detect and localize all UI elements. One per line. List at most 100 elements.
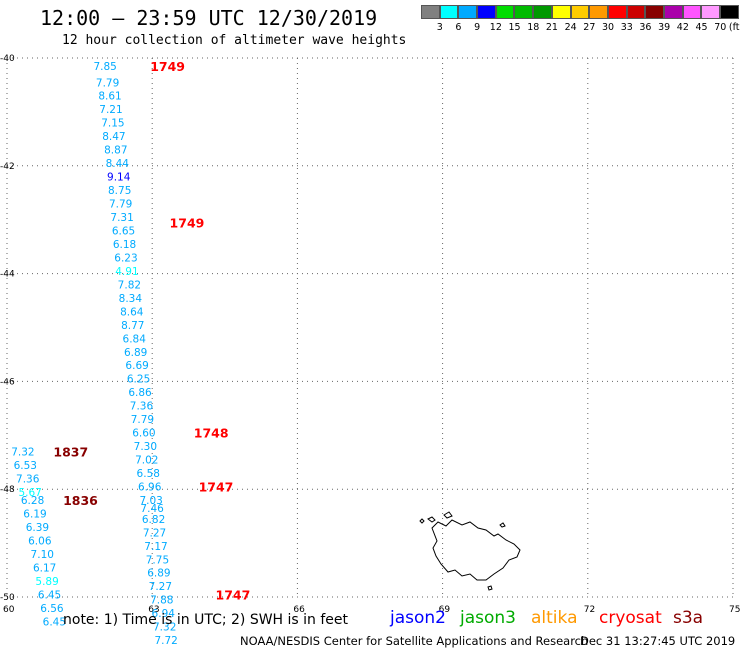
wave-height-value: 7.32 [11,446,34,458]
wave-height-value: 6.23 [114,252,137,264]
wave-height-value: 7.85 [93,61,116,73]
scale-label: 21 [545,22,558,33]
scale-label: 18 [527,22,540,33]
scale-swatch [720,5,739,19]
satellite-legend-item: cryosat [599,608,662,628]
lat-tick-label: -48 [0,485,15,495]
wave-height-value: 6.17 [33,562,56,574]
wave-height-value: 6.89 [124,347,147,359]
satellite-legend-item: jason2 [390,608,446,628]
wave-height-value: 8.44 [106,158,130,170]
scale-swatch [645,5,664,19]
wave-height-value: 7.31 [110,212,133,224]
pass-time-label: 1837 [53,444,88,459]
satellite-legend-item: jason3 [460,608,516,628]
pass-time-label: 1747 [199,480,234,495]
wave-height-value: 6.28 [21,495,44,507]
scale-swatch [458,5,478,19]
wave-height-value: 6.25 [127,374,150,386]
pass-time-label: 1749 [170,215,205,230]
scale-swatch [701,5,720,19]
scale-label: 3 [436,22,443,33]
wave-height-value: 7.36 [130,401,154,413]
wave-height-value: 7.79 [96,77,119,89]
wave-height-value: 6.06 [28,535,52,547]
lat-tick-label: -50 [0,593,15,603]
wave-height-value: 6.45 [38,589,61,601]
scale-label: 42 [676,22,689,33]
scale-swatch [514,5,534,19]
scale-label: 30 [602,22,615,33]
wave-height-value: 4.91 [115,266,138,278]
lon-tick-label: 72 [584,605,595,615]
lon-tick-label: 66 [293,605,305,615]
wave-height-value: 8.47 [102,131,125,143]
wave-height-value: 7.32 [153,622,176,634]
lat-tick-label: -46 [0,377,15,387]
scale-swatch [477,5,496,19]
wave-height-value: 6.60 [132,428,155,440]
scale-swatch [533,5,552,19]
wave-height-value: 7.79 [131,414,154,426]
scale-swatch [495,5,515,19]
wave-height-value: 7.27 [143,527,166,539]
wave-height-value: 7.15 [101,118,124,130]
wave-height-value: 6.69 [125,360,148,372]
coastline-kerguelen [419,511,521,591]
scale-swatch [626,5,646,19]
wave-height-value: 6.45 [43,616,66,628]
wave-height-value: 7.72 [154,635,177,647]
wave-height-value: 6.58 [137,468,160,480]
wave-height-value: 5.89 [35,576,58,588]
credit-line: NOAA/NESDIS Center for Satellite Applica… [240,634,589,648]
wave-height-value: 7.88 [150,595,173,607]
pass-time-label: 1748 [194,426,229,441]
wave-height-value: 6.56 [40,603,64,615]
wave-height-value: 7.17 [144,541,167,553]
scale-label: 36 [639,22,652,33]
lat-tick-label: -42 [0,162,15,172]
satellite-legend-item: s3a [673,608,704,628]
wave-height-value: 8.87 [104,145,127,157]
scale-label: 27 [583,22,596,33]
wave-height-value: 6.96 [138,482,162,494]
scale-swatch [663,5,683,19]
wave-height-value: 6.39 [26,522,49,534]
wave-height-value: 7.21 [99,104,122,116]
scale-swatch [607,5,627,19]
scale-label: 45 [695,22,708,33]
wave-height-value: 7.02 [135,455,158,467]
wave-height-value: 7.75 [146,554,169,566]
color-scale-bar [421,5,739,19]
wave-height-value: 6.19 [23,508,46,520]
lon-tick-label: 63 [148,605,159,615]
wave-height-value: 7.03 [139,495,162,507]
pass-time-label: 1836 [63,493,98,508]
scale-label: 9 [474,22,481,33]
map-subtitle: 12 hour collection of altimeter wave hei… [62,33,407,48]
pass-time-label: 1749 [150,59,185,74]
satellite-legend-item: altika [531,608,578,628]
scale-swatch [589,5,608,19]
wave-height-value: 5.67 [18,487,41,499]
pass-time-label: 1747 [216,587,251,602]
wave-height-value: 7.10 [31,549,54,561]
wave-height-value: 7.82 [118,279,141,291]
wave-height-value: 8.64 [120,306,144,318]
wave-height-value: 7.79 [109,199,132,211]
wave-height-value: 6.86 [128,387,152,399]
scale-label: 70 [714,22,727,33]
wave-height-value: 6.65 [112,225,135,237]
wave-height-value: 6.18 [113,239,136,251]
scale-swatch [682,5,702,19]
wave-height-value: 6.53 [14,460,37,472]
scale-label: 12 [489,22,502,33]
scale-swatch [439,5,459,19]
wave-height-value: 6.89 [147,568,170,580]
scale-label: (ft) [728,22,740,33]
scale-label: 6 [455,22,462,33]
scale-label: 39 [658,22,671,33]
wave-height-value: 7.36 [16,473,40,485]
